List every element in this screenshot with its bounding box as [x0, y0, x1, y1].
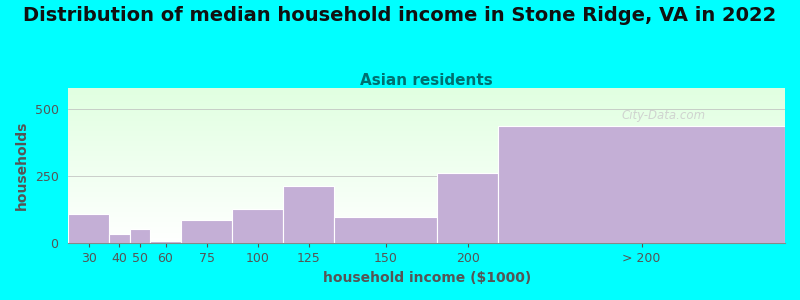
Bar: [498, 125, 785, 243]
Bar: [181, 220, 232, 243]
X-axis label: household income ($1000): household income ($1000): [322, 271, 530, 285]
Y-axis label: households: households: [15, 121, 29, 210]
Bar: [110, 234, 130, 243]
Bar: [283, 186, 334, 243]
Bar: [130, 229, 150, 243]
Title: Asian residents: Asian residents: [360, 73, 493, 88]
Bar: [437, 173, 498, 243]
Bar: [68, 214, 110, 243]
Text: Distribution of median household income in Stone Ridge, VA in 2022: Distribution of median household income …: [23, 6, 777, 25]
Bar: [232, 208, 283, 243]
Bar: [150, 241, 181, 243]
Bar: [334, 217, 437, 243]
Text: City-Data.com: City-Data.com: [621, 110, 706, 122]
